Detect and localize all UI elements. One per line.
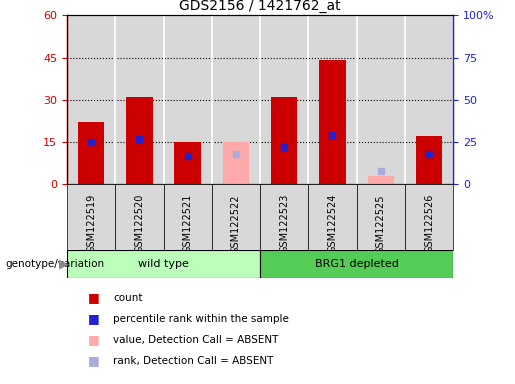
Text: ■: ■ [88, 291, 99, 304]
Bar [163, 184, 212, 250]
Bar [212, 184, 260, 250]
Bar [405, 184, 453, 250]
Text: wild type: wild type [138, 259, 189, 269]
Text: ■: ■ [88, 312, 99, 325]
Text: GSM122524: GSM122524 [328, 194, 337, 253]
Text: ▶: ▶ [59, 258, 69, 270]
Bar [271, 97, 298, 184]
Bar [356, 184, 405, 250]
Text: GSM122521: GSM122521 [183, 194, 193, 253]
Bar [368, 176, 394, 184]
Text: genotype/variation: genotype/variation [5, 259, 104, 269]
Text: BRG1 depleted: BRG1 depleted [315, 259, 399, 269]
Text: ■: ■ [88, 354, 99, 367]
Text: GSM122520: GSM122520 [134, 194, 144, 253]
Bar [67, 184, 115, 250]
Bar [67, 250, 260, 278]
Text: GSM122522: GSM122522 [231, 194, 241, 253]
Bar [222, 142, 249, 184]
Title: GDS2156 / 1421762_at: GDS2156 / 1421762_at [179, 0, 341, 13]
Text: count: count [113, 293, 143, 303]
Bar [126, 97, 152, 184]
Bar [319, 60, 346, 184]
Bar [260, 250, 453, 278]
Text: GSM122526: GSM122526 [424, 194, 434, 253]
Bar [416, 136, 442, 184]
Bar [260, 184, 308, 250]
Text: ■: ■ [88, 333, 99, 346]
Bar [175, 142, 201, 184]
Text: GSM122523: GSM122523 [279, 194, 289, 253]
Text: rank, Detection Call = ABSENT: rank, Detection Call = ABSENT [113, 356, 273, 366]
Bar [115, 184, 163, 250]
Bar [308, 184, 356, 250]
Text: GSM122519: GSM122519 [86, 194, 96, 253]
Text: GSM122525: GSM122525 [376, 194, 386, 253]
Bar [78, 122, 105, 184]
Text: value, Detection Call = ABSENT: value, Detection Call = ABSENT [113, 335, 279, 345]
Text: percentile rank within the sample: percentile rank within the sample [113, 314, 289, 324]
